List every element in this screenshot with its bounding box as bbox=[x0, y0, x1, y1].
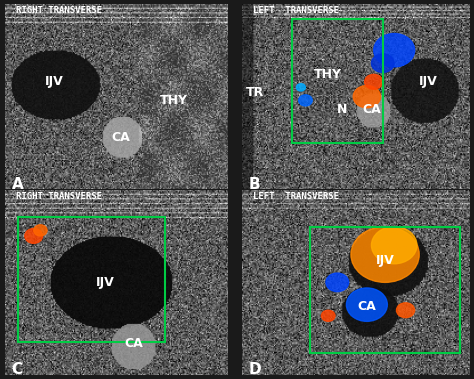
Text: CA: CA bbox=[362, 103, 381, 116]
Text: RIGHT TRANSVERSE: RIGHT TRANSVERSE bbox=[16, 6, 102, 15]
Circle shape bbox=[34, 225, 47, 236]
Text: LEFT  TRANSVERSE: LEFT TRANSVERSE bbox=[253, 192, 339, 200]
Text: IJV: IJV bbox=[419, 75, 438, 88]
Text: IJV: IJV bbox=[96, 276, 114, 289]
Bar bbox=[310, 227, 460, 353]
Circle shape bbox=[326, 273, 349, 292]
Bar bbox=[292, 19, 383, 143]
Text: IJV: IJV bbox=[376, 254, 394, 266]
Text: B: B bbox=[248, 177, 260, 191]
Text: N: N bbox=[337, 103, 347, 116]
Text: LEFT  TRANSVERSE: LEFT TRANSVERSE bbox=[253, 6, 339, 15]
Text: TR: TR bbox=[246, 86, 264, 99]
Circle shape bbox=[321, 310, 335, 321]
Circle shape bbox=[299, 95, 312, 106]
Text: CA: CA bbox=[357, 300, 376, 313]
Text: C: C bbox=[11, 362, 23, 377]
Text: RIGHT TRANSVERSE: RIGHT TRANSVERSE bbox=[16, 192, 102, 200]
Text: CA: CA bbox=[111, 131, 130, 144]
Text: IJV: IJV bbox=[45, 75, 63, 88]
Text: THY: THY bbox=[314, 68, 342, 81]
Circle shape bbox=[365, 74, 383, 89]
Text: A: A bbox=[11, 177, 23, 191]
Circle shape bbox=[372, 54, 394, 72]
Text: CA: CA bbox=[125, 337, 143, 350]
Circle shape bbox=[353, 86, 381, 108]
Circle shape bbox=[374, 33, 415, 67]
Circle shape bbox=[396, 303, 415, 318]
Circle shape bbox=[346, 288, 387, 321]
Text: D: D bbox=[248, 362, 261, 377]
Circle shape bbox=[25, 229, 43, 243]
Circle shape bbox=[296, 84, 305, 91]
Text: THY: THY bbox=[160, 94, 188, 107]
Circle shape bbox=[351, 227, 419, 282]
Circle shape bbox=[372, 227, 417, 264]
Bar bbox=[18, 218, 165, 342]
